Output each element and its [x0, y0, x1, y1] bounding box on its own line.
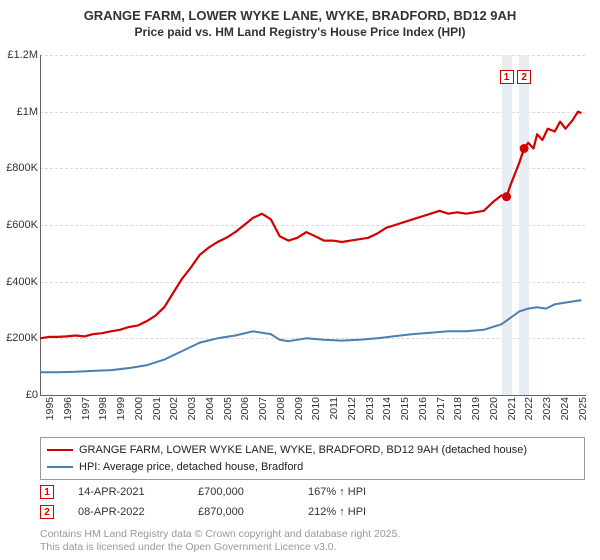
sale-date-2: 08-APR-2022: [78, 506, 178, 518]
x-tick-label: 1995: [44, 397, 56, 429]
x-tick-label: 2012: [346, 397, 358, 429]
sale-hpi-2: 212% ↑ HPI: [308, 506, 408, 518]
x-tick-label: 2000: [133, 397, 145, 429]
legend-label-1: GRANGE FARM, LOWER WYKE LANE, WYKE, BRAD…: [79, 442, 527, 459]
x-tick-label: 2009: [293, 397, 305, 429]
x-tick-label: 2006: [239, 397, 251, 429]
legend-label-2: HPI: Average price, detached house, Brad…: [79, 459, 303, 476]
x-tick-label: 1997: [80, 397, 92, 429]
chart-subtitle: Price paid vs. HM Land Registry's House …: [0, 25, 600, 41]
x-tick-label: 2017: [435, 397, 447, 429]
x-tick-label: 2013: [364, 397, 376, 429]
price-chart: { "title": "GRANGE FARM, LOWER WYKE LANE…: [0, 0, 600, 560]
x-tick-label: 2018: [452, 397, 464, 429]
x-tick-label: 2015: [399, 397, 411, 429]
legend-swatch-1: [47, 449, 73, 451]
legend-swatch-2: [47, 466, 73, 468]
x-tick-label: 2021: [506, 397, 518, 429]
table-row: 2 08-APR-2022 £870,000 212% ↑ HPI: [40, 502, 408, 522]
sale-price-1: £700,000: [198, 486, 288, 498]
x-tick-label: 1998: [97, 397, 109, 429]
y-tick-label: £1.2M: [2, 49, 38, 61]
x-tick-label: 1999: [115, 397, 127, 429]
footer-line-2: This data is licensed under the Open Gov…: [40, 541, 400, 554]
marker-badge-2: 2: [40, 505, 54, 519]
x-tick-label: 2004: [204, 397, 216, 429]
x-tick-label: 2010: [310, 397, 322, 429]
x-tick-label: 2020: [488, 397, 500, 429]
x-tick-label: 2019: [470, 397, 482, 429]
marker-box-1: 1: [500, 70, 514, 84]
sales-table: 1 14-APR-2021 £700,000 167% ↑ HPI 2 08-A…: [40, 482, 408, 522]
x-tick-label: 2008: [275, 397, 287, 429]
marker-badge-1: 1: [40, 485, 54, 499]
sale-date-1: 14-APR-2021: [78, 486, 178, 498]
x-tick-label: 2001: [151, 397, 163, 429]
x-tick-label: 2002: [168, 397, 180, 429]
y-tick-label: £200K: [2, 332, 38, 344]
y-tick-label: £600K: [2, 219, 38, 231]
y-tick-label: £800K: [2, 162, 38, 174]
chart-title: GRANGE FARM, LOWER WYKE LANE, WYKE, BRAD…: [0, 0, 600, 25]
x-tick-label: 2025: [577, 397, 589, 429]
legend: GRANGE FARM, LOWER WYKE LANE, WYKE, BRAD…: [40, 437, 585, 480]
legend-item-series-1: GRANGE FARM, LOWER WYKE LANE, WYKE, BRAD…: [47, 442, 578, 459]
sale-price-2: £870,000: [198, 506, 288, 518]
x-tick-label: 2016: [417, 397, 429, 429]
footer-line-1: Contains HM Land Registry data © Crown c…: [40, 528, 400, 541]
x-tick-label: 2007: [257, 397, 269, 429]
line-series: [40, 55, 585, 395]
x-tick-label: 2024: [559, 397, 571, 429]
y-tick-label: £0: [2, 389, 38, 401]
x-tick-label: 1996: [62, 397, 74, 429]
table-row: 1 14-APR-2021 £700,000 167% ↑ HPI: [40, 482, 408, 502]
y-tick-label: £1M: [2, 106, 38, 118]
legend-item-series-2: HPI: Average price, detached house, Brad…: [47, 459, 578, 476]
x-tick-label: 2003: [186, 397, 198, 429]
x-tick-label: 2011: [328, 397, 340, 429]
x-tick-label: 2014: [381, 397, 393, 429]
x-tick-label: 2023: [541, 397, 553, 429]
x-tick-label: 2022: [523, 397, 535, 429]
footer-attribution: Contains HM Land Registry data © Crown c…: [40, 528, 400, 554]
y-tick-label: £400K: [2, 276, 38, 288]
sale-hpi-1: 167% ↑ HPI: [308, 486, 408, 498]
x-tick-label: 2005: [222, 397, 234, 429]
marker-box-2: 2: [517, 70, 531, 84]
